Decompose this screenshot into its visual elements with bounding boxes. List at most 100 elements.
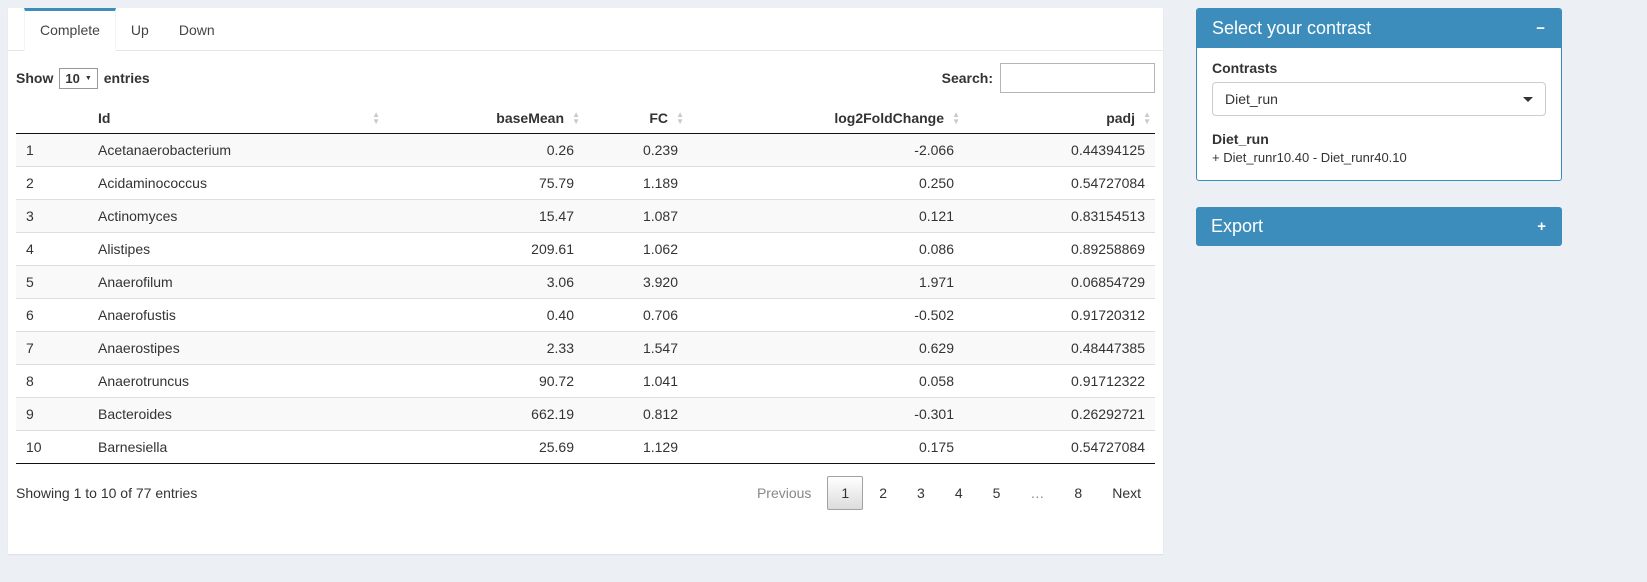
- tab-up[interactable]: Up: [130, 22, 149, 38]
- cell-id: Bacteroides: [88, 397, 384, 431]
- cell-fc: 1.041: [584, 364, 688, 398]
- cell-row-number: 6: [16, 298, 88, 332]
- cell-log2foldchange: 0.250: [688, 166, 964, 200]
- cell-row-number: 1: [26, 142, 34, 158]
- column-header-basemean[interactable]: baseMean ▲ ▼: [384, 103, 584, 134]
- cell-basemean: 0.26: [546, 142, 574, 158]
- cell-row-number: 5: [16, 265, 88, 299]
- column-header-fc[interactable]: FC ▲ ▼: [584, 103, 688, 134]
- results-table: Id ▲ ▼ baseMean ▲ ▼ FC ▲ ▼ log2FoldChange ▲ ▼ padj ▲ ▼…: [16, 103, 1155, 464]
- page-length-value: 10: [65, 70, 80, 86]
- column-header-id[interactable]: Id ▲ ▼: [88, 103, 384, 134]
- contrast-box: Select your contrast − Contrasts Diet_ru…: [1196, 8, 1562, 181]
- cell-padj: 0.26292721: [964, 397, 1155, 431]
- table-body: 1 Acetanaerobacterium 0.26 0.239 -2.066 0.443…: [16, 133, 1155, 464]
- sidebar: Select your contrast − Contrasts Diet_ru…: [1196, 8, 1562, 272]
- cell-basemean: 2.33: [384, 331, 584, 365]
- page-length-select[interactable]: 10 ▼: [59, 67, 98, 89]
- table-row[interactable]: 9 Bacteroides 662.19 0.812 -0.301 0.26292721: [16, 397, 1155, 431]
- cell-log2foldchange: -0.301: [688, 397, 964, 431]
- pagination-page-button[interactable]: 5: [992, 485, 1001, 501]
- cell-id: Anaerofustis: [88, 298, 384, 332]
- cell-log2foldchange: 0.175: [688, 430, 964, 464]
- cell-padj: 0.83154513: [964, 199, 1155, 233]
- cell-log2foldchange: 0.086: [688, 232, 964, 266]
- cell-fc: 1.189: [584, 166, 688, 200]
- pagination-page-button[interactable]: 4: [954, 485, 963, 501]
- table-row[interactable]: 1 Acetanaerobacterium 0.26 0.239 -2.066 0.443…: [16, 133, 1155, 167]
- sort-both-icon: ▲ ▼: [1143, 110, 1151, 126]
- contrast-box-title: Select your contrast: [1212, 18, 1372, 38]
- column-header-log2foldchange[interactable]: log2FoldChange ▲ ▼: [688, 103, 964, 134]
- cell-id: Acidaminococcus: [88, 166, 384, 200]
- cell-basemean: 3.06: [384, 265, 584, 299]
- pagination-previous-button[interactable]: Previous: [756, 485, 812, 501]
- contrasts-label: Contrasts: [1212, 60, 1278, 76]
- cell-basemean: 0.40: [384, 298, 584, 332]
- table-row[interactable]: 6 Anaerofustis 0.40 0.706 -0.502 0.91720312: [16, 298, 1155, 332]
- column-header-label: FC: [649, 110, 668, 126]
- pagination: Previous 1 2 3 4 5 … 8 Next: [741, 476, 1155, 510]
- cell-padj: 0.48447385: [964, 331, 1155, 365]
- table-row[interactable]: 8 Anaerotruncus 90.72 1.041 0.058 0.91712322: [16, 364, 1155, 398]
- cell-log2foldchange: -2.066: [914, 142, 954, 158]
- cell-padj: 0.06854729: [964, 265, 1155, 299]
- cell-row-number: 3: [16, 199, 88, 233]
- pagination-next-button[interactable]: Next: [1112, 485, 1141, 501]
- cell-fc: 1.547: [584, 331, 688, 365]
- export-box: Export +: [1196, 207, 1562, 246]
- pagination-page-button[interactable]: 1: [827, 476, 864, 510]
- cell-log2foldchange: 1.971: [688, 265, 964, 299]
- cell-row-number: 4: [16, 232, 88, 266]
- search-input[interactable]: [1000, 63, 1155, 93]
- cell-fc: 1.062: [584, 232, 688, 266]
- contrast-detail-formula: + Diet_runr10.40 - Diet_runr40.10: [1212, 150, 1407, 165]
- page-length-control: Show 10 ▼ entries: [16, 67, 150, 89]
- cell-padj: 0.44394125: [1071, 142, 1145, 158]
- table-row[interactable]: 5 Anaerofilum 3.06 3.920 1.971 0.06854729: [16, 265, 1155, 299]
- sort-both-icon: ▲ ▼: [676, 110, 684, 126]
- cell-basemean: 75.79: [384, 166, 584, 200]
- table-footer: Showing 1 to 10 of 77 entries Previous 1 2…: [8, 464, 1163, 524]
- export-box-title: Export: [1211, 216, 1264, 236]
- table-row[interactable]: 3 Actinomyces 15.47 1.087 0.121 0.83154513: [16, 199, 1155, 233]
- expand-plus-icon[interactable]: +: [1537, 218, 1546, 235]
- show-label: Show: [16, 70, 54, 86]
- table-controls: Show 10 ▼ entries Search:: [8, 51, 1163, 103]
- contrast-select-value: Diet_run: [1225, 91, 1278, 107]
- sort-both-icon: ▲ ▼: [952, 110, 960, 126]
- table-row[interactable]: 7 Anaerostipes 2.33 1.547 0.629 0.48447385: [16, 331, 1155, 365]
- contrast-detail: Diet_run + Diet_runr10.40 - Diet_runr40.…: [1212, 131, 1546, 165]
- column-header-padj[interactable]: padj ▲ ▼: [964, 103, 1155, 134]
- table-header-row: Id ▲ ▼ baseMean ▲ ▼ FC ▲ ▼ log2FoldChange ▲ ▼ padj ▲ ▼: [16, 103, 1155, 134]
- cell-basemean: 90.72: [384, 364, 584, 398]
- pagination-page-button[interactable]: 2: [879, 485, 888, 501]
- contrast-detail-name: Diet_run: [1212, 131, 1269, 147]
- cell-log2foldchange: 0.058: [688, 364, 964, 398]
- page: Complete Up Down Show 10 ▼ entries Searc…: [8, 8, 1562, 554]
- cell-log2foldchange: -0.502: [688, 298, 964, 332]
- cell-row-number: 10: [16, 430, 88, 464]
- column-header-label: padj: [1106, 110, 1135, 126]
- results-tab-box: Complete Up Down Show 10 ▼ entries Searc…: [8, 8, 1163, 554]
- cell-fc: 0.239: [642, 142, 678, 158]
- pagination-page-button[interactable]: 3: [917, 485, 925, 501]
- tab-down[interactable]: Down: [178, 22, 215, 38]
- collapse-minus-icon[interactable]: −: [1536, 20, 1545, 37]
- cell-log2foldchange: 0.629: [688, 331, 964, 365]
- contrast-select[interactable]: Diet_run: [1212, 82, 1546, 116]
- table-row[interactable]: 10 Barnesiella 25.69 1.129 0.175 0.54727084: [16, 430, 1155, 464]
- cell-row-number: 8: [16, 364, 88, 398]
- table-row[interactable]: 4 Alistipes 209.61 1.062 0.086 0.89258869: [16, 232, 1155, 266]
- search-control: Search:: [942, 63, 1155, 93]
- contrast-box-header: Select your contrast −: [1197, 9, 1561, 48]
- table-info: Showing 1 to 10 of 77 entries: [16, 485, 198, 501]
- cell-id: Alistipes: [88, 232, 384, 266]
- pagination-page-button[interactable]: 8: [1074, 485, 1083, 501]
- cell-fc: 3.920: [584, 265, 688, 299]
- table-row[interactable]: 2 Acidaminococcus 75.79 1.189 0.250 0.5472708…: [16, 166, 1155, 200]
- tab-complete[interactable]: Complete: [24, 8, 116, 51]
- cell-id: Anaerotruncus: [88, 364, 384, 398]
- cell-id: Actinomyces: [88, 199, 384, 233]
- cell-padj: 0.91712322: [964, 364, 1155, 398]
